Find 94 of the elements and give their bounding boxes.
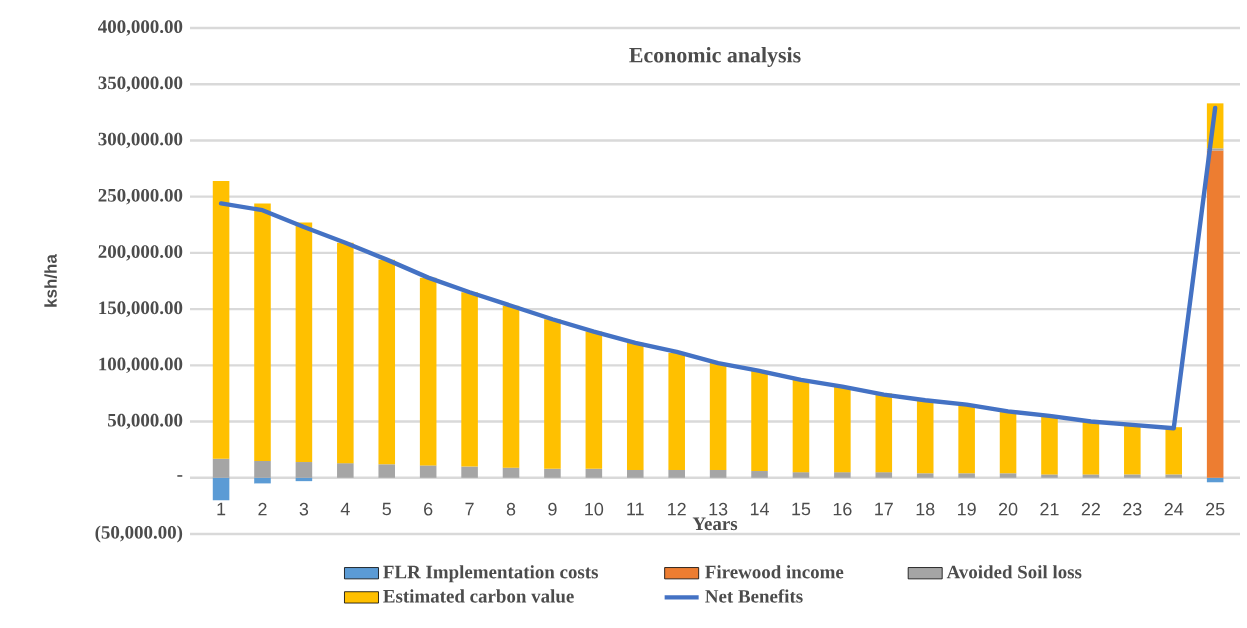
- x-tick-label: 25: [1206, 502, 1225, 516]
- bar: [916, 400, 934, 474]
- bar: [1041, 474, 1058, 478]
- y-axis-title: ksh/ha: [44, 254, 57, 307]
- bar: [585, 331, 603, 469]
- bar: [792, 379, 810, 473]
- bar: [295, 462, 313, 478]
- bar: [502, 305, 520, 468]
- y-tick-label: (50,000.00): [95, 525, 183, 543]
- bar: [544, 468, 561, 478]
- bar: [709, 469, 727, 478]
- x-tick-label: 2: [258, 502, 267, 516]
- legend-label: Avoided Soil loss: [946, 565, 1082, 579]
- x-tick-label: 14: [750, 502, 769, 516]
- legend-label: Firewood income: [705, 565, 844, 579]
- x-tick-label: 1: [217, 502, 226, 516]
- x-tick-label: 7: [465, 502, 474, 516]
- bar: [875, 472, 893, 478]
- x-tick-label: 19: [958, 502, 976, 516]
- x-tick-label: 23: [1123, 502, 1142, 516]
- bar: [1165, 474, 1183, 478]
- bar: [1041, 415, 1058, 475]
- x-tick-label: 24: [1164, 502, 1184, 516]
- bar: [502, 467, 520, 478]
- bar: [254, 460, 271, 478]
- bar: [419, 277, 437, 466]
- bar: [958, 473, 975, 478]
- legend-label: Net Benefits: [705, 589, 803, 603]
- x-axis-title: Years: [692, 517, 738, 531]
- bar: [337, 463, 354, 478]
- bar: [378, 464, 396, 478]
- x-tick-label: 17: [875, 502, 893, 516]
- bar: [1124, 474, 1141, 478]
- bar: [999, 410, 1017, 474]
- x-tick-label: 22: [1081, 502, 1100, 516]
- x-tick-label: 5: [382, 502, 391, 516]
- x-tick-label: 4: [340, 502, 350, 516]
- bar: [751, 471, 768, 478]
- bar: [626, 342, 644, 470]
- bar: [212, 180, 230, 459]
- bar: [295, 222, 313, 463]
- y-tick-label: 300,000.00: [98, 132, 183, 149]
- bar: [626, 469, 644, 478]
- bar: [378, 259, 396, 465]
- y-tick-label: 350,000.00: [98, 76, 183, 92]
- x-tick-label: 3: [299, 502, 309, 516]
- bar: [337, 242, 354, 464]
- bar: [254, 203, 271, 461]
- bar: [958, 404, 975, 474]
- x-tick-label: 11: [627, 502, 644, 516]
- legend-label: FLR Implementation costs: [383, 565, 598, 583]
- x-tick-label: 16: [833, 502, 852, 516]
- bar: [212, 477, 230, 501]
- bar: [1165, 427, 1183, 475]
- bar: [999, 473, 1017, 478]
- y-tick-label: 400,000.00: [98, 20, 183, 36]
- bar: [916, 473, 934, 478]
- x-tick-label: 18: [916, 502, 935, 516]
- bar: [212, 458, 230, 478]
- bar: [709, 363, 727, 470]
- bar: [834, 472, 851, 478]
- bar: [1082, 474, 1100, 478]
- bar: [1082, 421, 1100, 475]
- x-tick-label: 9: [548, 502, 557, 516]
- bar: [419, 465, 437, 478]
- bar: [254, 477, 271, 484]
- x-tick-label: 10: [585, 502, 604, 516]
- x-tick-label: 13: [709, 502, 728, 516]
- bar: [751, 370, 768, 472]
- text: Economic analysis: [629, 47, 801, 68]
- y-tick-label: 150,000.00: [99, 301, 183, 317]
- x-tick-label: 12: [668, 502, 686, 516]
- x-tick-label: 20: [998, 502, 1018, 516]
- bar: [668, 352, 685, 470]
- y-tick-label: 250,000.00: [98, 188, 183, 205]
- y-tick-label: -: [177, 475, 183, 477]
- x-tick-label: 15: [792, 502, 811, 516]
- x-tick-label: 6: [424, 502, 433, 516]
- bar: [1206, 150, 1224, 478]
- y-tick-label: 100,000.00: [99, 357, 183, 374]
- bar: [585, 468, 603, 478]
- bar: [1124, 424, 1141, 475]
- bar: [461, 466, 478, 478]
- bar: [461, 292, 478, 467]
- bar: [792, 472, 810, 478]
- bar: [544, 319, 561, 469]
- y-tick-label: 50,000.00: [107, 413, 183, 430]
- y-tick-label: 200,000.00: [98, 245, 183, 261]
- bar: [875, 393, 893, 473]
- x-tick-label: 8: [506, 502, 516, 516]
- bar: [834, 386, 851, 473]
- x-tick-label: 21: [1040, 502, 1059, 516]
- bar: [668, 469, 685, 478]
- legend-label: Estimated carbon value: [383, 589, 574, 603]
